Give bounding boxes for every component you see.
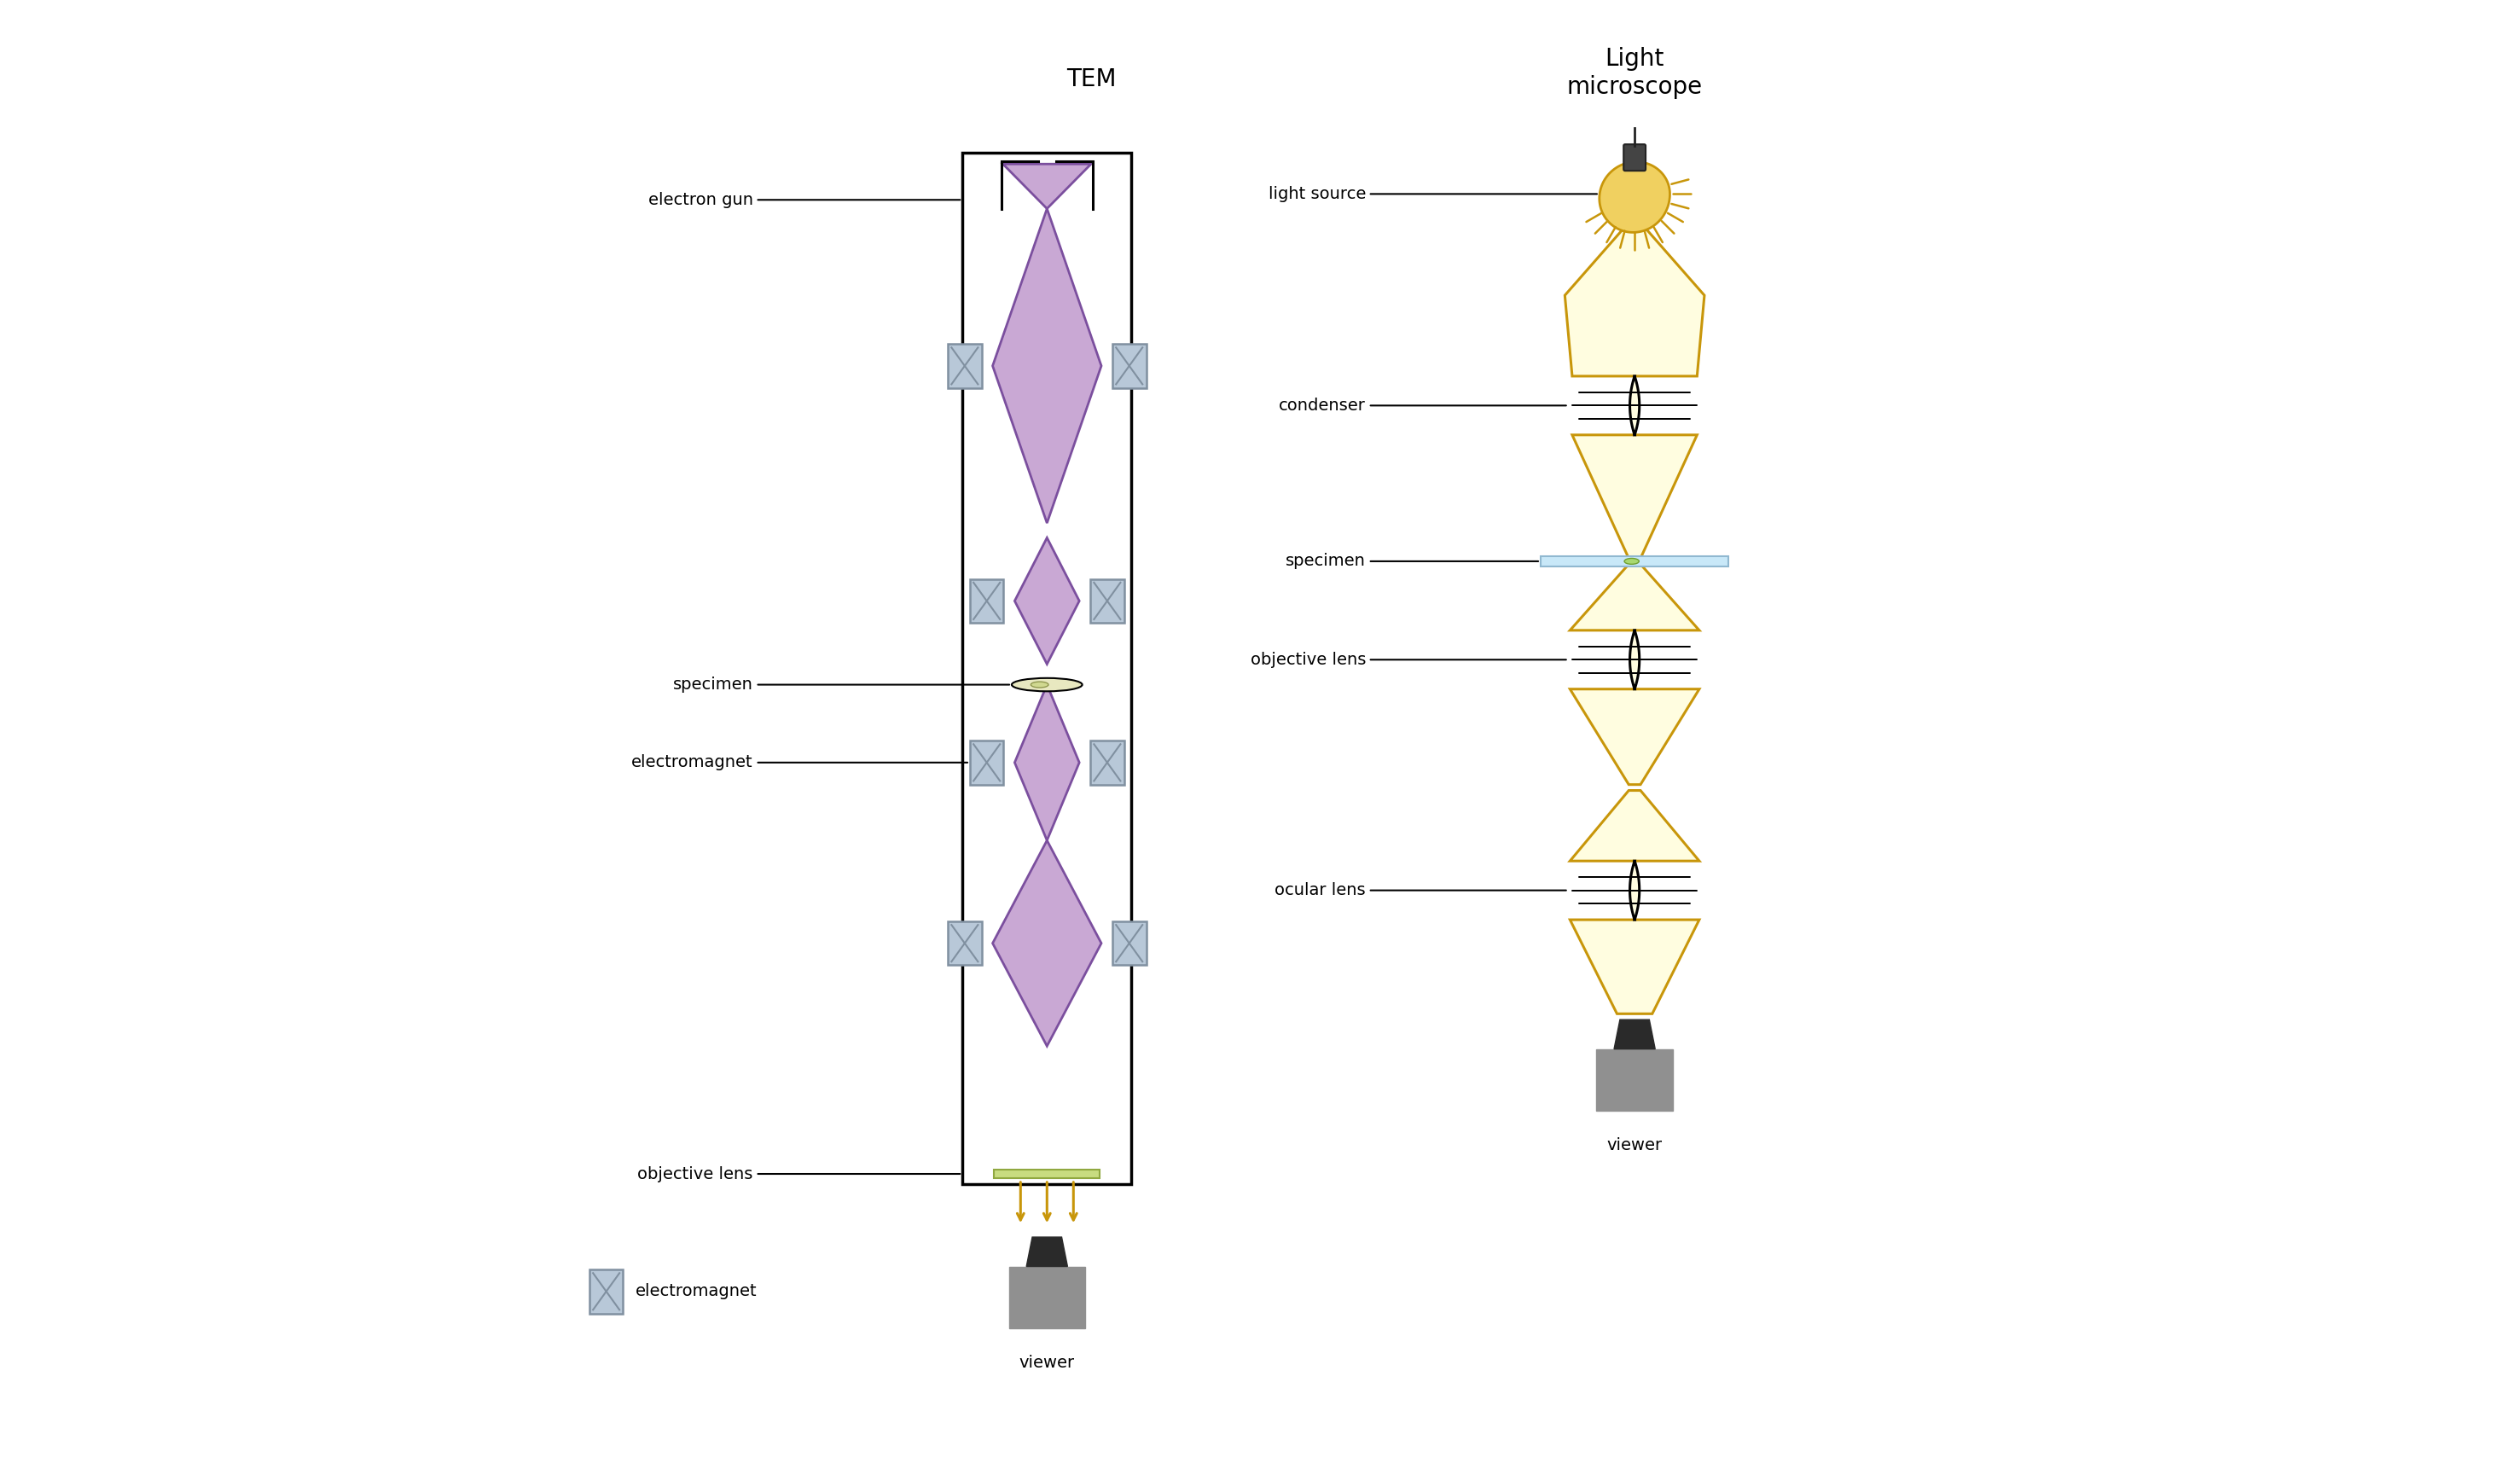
Polygon shape <box>1630 376 1641 435</box>
FancyBboxPatch shape <box>1008 1266 1086 1328</box>
Polygon shape <box>1026 1237 1068 1266</box>
Text: objective lens: objective lens <box>1250 652 1565 668</box>
Polygon shape <box>1570 564 1698 631</box>
Ellipse shape <box>1031 681 1048 687</box>
Polygon shape <box>1600 161 1671 233</box>
Polygon shape <box>1630 631 1641 689</box>
Polygon shape <box>1016 684 1079 840</box>
Polygon shape <box>1613 1019 1656 1049</box>
Text: electron gun: electron gun <box>648 191 960 207</box>
Text: Light
microscope: Light microscope <box>1567 47 1704 99</box>
FancyBboxPatch shape <box>970 740 1003 785</box>
Polygon shape <box>1570 920 1698 1014</box>
Text: viewer: viewer <box>1018 1355 1074 1371</box>
Text: viewer: viewer <box>1608 1137 1663 1154</box>
Polygon shape <box>1572 435 1696 558</box>
FancyBboxPatch shape <box>1623 144 1646 170</box>
Text: condenser: condenser <box>1278 397 1565 413</box>
FancyBboxPatch shape <box>1598 1049 1673 1111</box>
FancyBboxPatch shape <box>948 921 983 966</box>
FancyBboxPatch shape <box>1111 921 1147 966</box>
Text: TEM: TEM <box>1066 68 1116 92</box>
Ellipse shape <box>1625 558 1638 564</box>
Polygon shape <box>993 209 1101 523</box>
Ellipse shape <box>1011 678 1081 692</box>
Polygon shape <box>1630 860 1641 920</box>
FancyBboxPatch shape <box>1540 557 1729 566</box>
Polygon shape <box>1565 230 1704 376</box>
FancyBboxPatch shape <box>948 344 983 388</box>
FancyBboxPatch shape <box>1091 740 1124 785</box>
FancyBboxPatch shape <box>970 579 1003 624</box>
Polygon shape <box>993 840 1101 1046</box>
Text: objective lens: objective lens <box>638 1166 960 1182</box>
Text: electromagnet: electromagnet <box>635 1284 759 1299</box>
Polygon shape <box>1003 164 1091 209</box>
Polygon shape <box>1570 689 1698 785</box>
FancyBboxPatch shape <box>590 1269 622 1314</box>
Polygon shape <box>1016 538 1079 663</box>
Text: electromagnet: electromagnet <box>633 754 968 770</box>
Text: specimen: specimen <box>1285 554 1537 569</box>
FancyBboxPatch shape <box>1091 579 1124 624</box>
FancyBboxPatch shape <box>1111 344 1147 388</box>
FancyBboxPatch shape <box>993 1170 1099 1177</box>
Text: specimen: specimen <box>673 677 1011 693</box>
Polygon shape <box>1570 791 1698 860</box>
Text: ocular lens: ocular lens <box>1275 883 1565 899</box>
Text: light source: light source <box>1268 187 1598 201</box>
